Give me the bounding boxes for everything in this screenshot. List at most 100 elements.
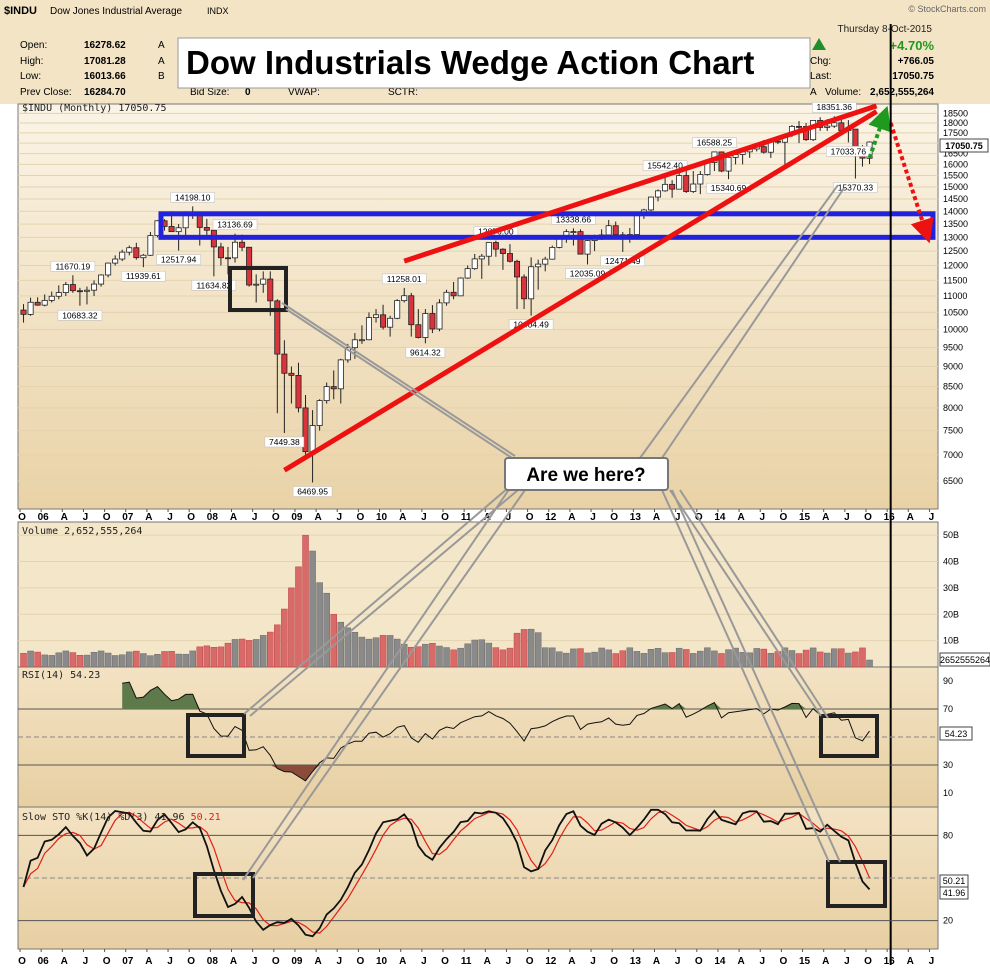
candle-body [485,242,492,257]
price-annotation: 17033.76 [831,146,867,156]
candle-body [394,300,401,319]
volume-bar [41,654,48,668]
volume-bar [626,647,634,668]
x-axis-label: A [145,956,152,967]
x-axis-label: 12 [545,956,557,967]
volume-bar [767,653,775,668]
price-annotation: 15370.33 [838,182,874,192]
high-value: 17081.28 [84,56,126,67]
price-y-tick: 13000 [943,232,968,242]
price-annotation-bg [50,261,96,272]
volume-bar [288,587,295,668]
rsi-y-tick: 90 [943,676,953,686]
x-axis-label: 07 [122,956,134,967]
volume-bar [859,647,866,668]
volume-legend: Volume 2,652,555,264 [22,526,142,537]
price-annotation: 11670.19 [55,261,90,271]
x-axis-label: J [336,512,342,523]
volume-bar [633,651,641,668]
sctr-label: SCTR: [388,87,418,98]
x-axis-label: J [252,512,258,523]
candle-body [514,260,521,278]
candle-body [450,291,457,297]
candle-body [521,276,528,300]
sto-y-tick: 80 [943,830,953,840]
x-axis-label: J [844,512,850,523]
candle-body [351,339,358,349]
x-axis-label: O [103,512,111,523]
price-annotation: 9614.32 [410,347,441,357]
volume-bar [563,652,570,668]
volume-bar [126,651,133,668]
volume-bar [189,650,196,668]
x-axis-label: O [187,956,195,967]
candle-body [725,156,732,172]
sto-k-tag-text: 41.96 [943,888,966,898]
highlight-box-2008-rsi [186,713,246,758]
x-axis-label: 16 [884,512,896,523]
volume-bar [252,639,260,668]
x-axis-label: J [675,512,681,523]
price-y-tick: 7500 [943,426,963,436]
projection-up-arrow [867,105,892,159]
volume-bar [647,649,655,668]
volume-bar [281,608,288,668]
volume-bar [323,592,330,668]
candle-body [570,231,577,233]
volume-bar [823,652,831,668]
volume-bar [478,639,486,668]
candle-body [365,317,372,341]
price-panel [18,104,938,509]
volume-bar [436,645,443,668]
price-annotation-bg [121,270,166,282]
candle-body [330,386,337,390]
candle-body [119,251,126,260]
x-axis-label: 15 [799,512,811,523]
candle-body [217,246,224,259]
x-axis-label: O [441,956,449,967]
x-axis-label: A [314,956,321,967]
x-axis-label: O [780,512,788,523]
candle-body [203,227,210,231]
volume-bar [358,636,366,668]
price-y-tick: 8500 [943,382,963,392]
volume-bar [69,652,77,668]
highlight-box-2015-rsi [819,714,879,758]
candle-body [91,283,98,291]
x-axis-label: O [18,956,26,967]
candle-body [62,284,69,293]
x-axis-label: 10 [376,512,388,523]
header-symbol: $INDU [4,5,37,17]
volume-bar [739,652,746,668]
volume-bar [450,649,457,668]
volume-bar [690,653,697,668]
volume-bar [175,653,182,668]
price-y-tick: 11000 [943,291,967,301]
candle-body [549,246,556,260]
x-axis-label: J [83,512,89,523]
overlay-title: Dow Industrials Wedge Action Chart [186,44,754,81]
sto-legend-prefix: Slow STO %K(14) %D(3) [22,812,154,823]
volume-bar [90,652,98,668]
x-axis-label: A [230,956,237,967]
price-annotation: 13136.69 [217,220,253,230]
candle-body [232,241,239,259]
price-annotation-bg [812,101,857,113]
x-axis-label: O [610,956,618,967]
rsi-line [122,681,870,782]
highlight-box-2008-price [228,266,288,312]
up-triangle-icon [812,38,826,50]
volume-bar [464,643,471,668]
volume-bar [20,653,27,668]
hidden-label-a3: A [810,87,817,98]
volume-bar [224,642,232,668]
price-annotation-bg [212,219,258,230]
x-axis-label: A [314,512,321,523]
x-axis-label: O [864,956,872,967]
candle-body [34,301,41,306]
x-axis-label: 08 [207,956,219,967]
volume-bar [422,643,429,668]
last-value: 17050.75 [892,71,934,82]
volume-bar [534,632,542,668]
volume-bar [379,635,387,668]
